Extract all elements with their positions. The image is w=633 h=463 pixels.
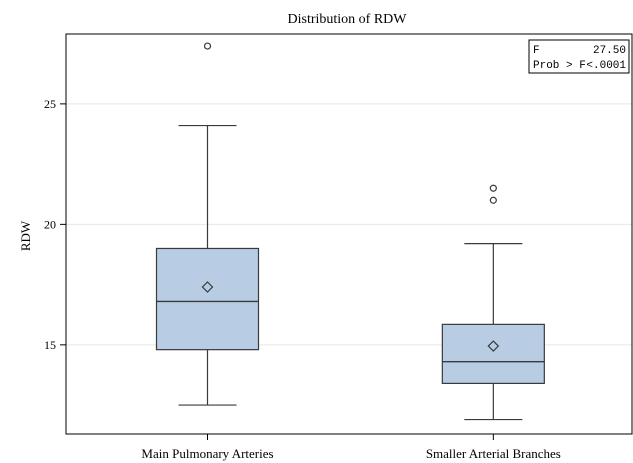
stats-f-value: 27.50 xyxy=(593,45,626,57)
plot-frame xyxy=(65,33,633,435)
gridlines xyxy=(66,103,632,346)
stats-prob-value: <.0001 xyxy=(586,60,626,72)
stats-f-label: F xyxy=(533,45,540,57)
y-tick-label: 15 xyxy=(44,338,56,352)
stats-box: F 27.50 Prob > F <.0001 xyxy=(528,39,630,74)
x-axis-labels: Main Pulmonary Arteries Smaller Arterial … xyxy=(141,434,561,461)
iqr-box xyxy=(441,323,545,384)
outlier-point xyxy=(489,184,497,192)
y-axis-ticks: 15 20 25 xyxy=(44,97,66,352)
box-group xyxy=(155,42,545,421)
box-2 xyxy=(441,184,545,421)
box-1 xyxy=(155,42,260,406)
chart-title: Distribution of RDW xyxy=(288,12,408,27)
outlier-point xyxy=(489,196,497,204)
iqr-box xyxy=(155,247,260,351)
y-tick-label: 25 xyxy=(44,97,56,111)
stats-box-frame xyxy=(528,39,630,74)
mean-marker xyxy=(201,281,214,293)
outlier-point xyxy=(203,42,212,50)
y-axis-label: RDW xyxy=(18,220,33,251)
x-tick-label: Smaller Arterial Branches xyxy=(426,446,561,461)
x-tick-label: Main Pulmonary Arteries xyxy=(141,446,273,461)
y-tick-label: 20 xyxy=(44,217,56,231)
stats-prob-label: Prob > F xyxy=(533,60,586,72)
mean-marker xyxy=(487,340,500,352)
